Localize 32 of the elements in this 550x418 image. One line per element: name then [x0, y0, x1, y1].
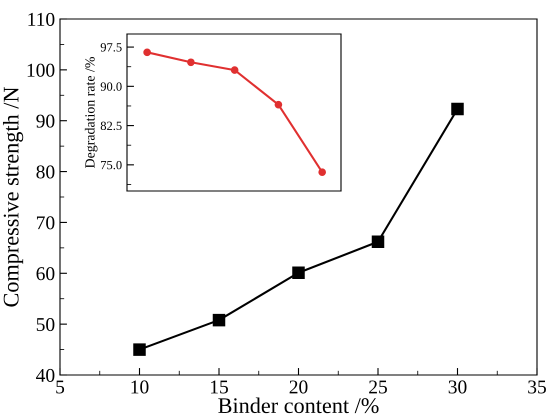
x-tick-label: 30: [448, 380, 466, 394]
point: [133, 343, 146, 356]
y-tick-label: 80: [36, 165, 54, 179]
x-tick-label: 20: [290, 380, 308, 394]
y-tick-label: 110: [28, 12, 54, 26]
x-tick-label: 5: [56, 380, 64, 394]
y-tick-label: 90.0: [100, 82, 122, 91]
point: [187, 58, 195, 66]
point: [230, 66, 238, 74]
y-tick-label: 90: [36, 114, 54, 128]
y-axis-title: Degradation rate /%: [84, 57, 98, 168]
y-tick-label: 82.5: [100, 122, 122, 130]
point: [292, 266, 305, 280]
y-tick-label: 100: [28, 64, 54, 77]
point: [212, 314, 226, 326]
point: [318, 168, 326, 176]
x-tick-label: 15: [210, 380, 228, 394]
x-tick-label: 10: [131, 380, 148, 394]
point: [451, 102, 464, 116]
y-tick-label: 97.5: [100, 43, 122, 52]
y-tick-label: 50: [36, 318, 54, 332]
x-tick-label: 25: [369, 380, 387, 394]
y-axis-title: Compressive strength /N: [2, 87, 24, 307]
y-tick-label: 40: [36, 368, 54, 382]
point: [274, 100, 282, 108]
point: [372, 236, 384, 248]
y-tick-label: 60: [36, 267, 54, 280]
point: [143, 48, 151, 56]
x-tick-label: 35: [528, 380, 546, 394]
y-tick-label: 70: [36, 216, 54, 230]
x-axis-title: Binder content /%: [218, 397, 379, 414]
y-tick-label: 75.0: [101, 160, 122, 170]
